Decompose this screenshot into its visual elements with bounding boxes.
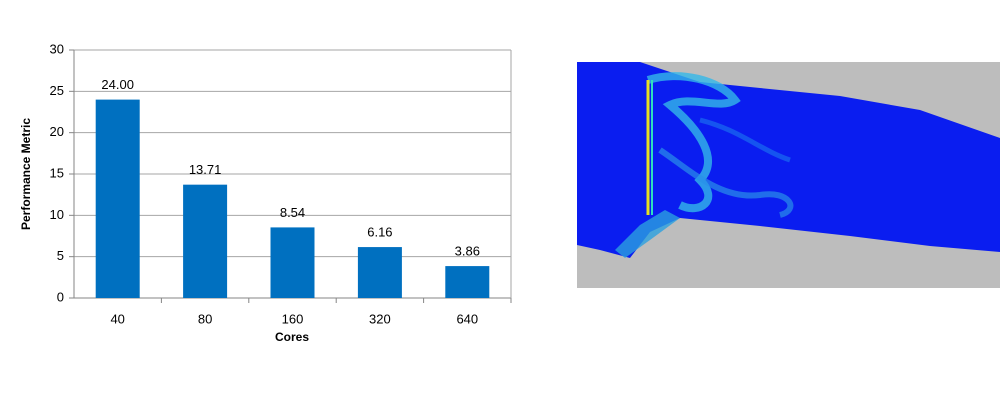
vortex: [699, 117, 791, 163]
x-tick-label: 160: [282, 311, 304, 326]
y-tick-label: 20: [50, 124, 64, 139]
bar: [445, 266, 490, 298]
bar: [357, 247, 402, 298]
y-tick-label: 10: [50, 207, 64, 222]
y-tick-label: 15: [50, 165, 64, 180]
bar: [270, 227, 315, 298]
value-label: 8.54: [280, 205, 305, 220]
value-label: 3.86: [455, 244, 480, 259]
y-tick-label: 25: [50, 83, 64, 98]
value-label: 24.00: [101, 77, 134, 92]
y-axis-title: Performance Metric: [19, 118, 33, 230]
value-label: 6.16: [367, 225, 392, 240]
inlet-jet: [615, 210, 680, 258]
y-tick-label: 30: [50, 41, 64, 56]
vortex: [646, 72, 741, 213]
y-tick-label: 0: [57, 289, 64, 304]
value-label: 13.71: [189, 162, 222, 177]
x-axis-title: Cores: [275, 330, 309, 344]
vortex: [658, 147, 794, 218]
bar: [183, 184, 228, 298]
bar: [95, 99, 140, 298]
x-tick-label: 640: [456, 311, 478, 326]
x-tick-label: 320: [369, 311, 391, 326]
x-tick-label: 40: [110, 311, 124, 326]
y-tick-label: 5: [57, 248, 64, 263]
x-tick-label: 80: [198, 311, 212, 326]
simulation-image: [577, 62, 1000, 288]
